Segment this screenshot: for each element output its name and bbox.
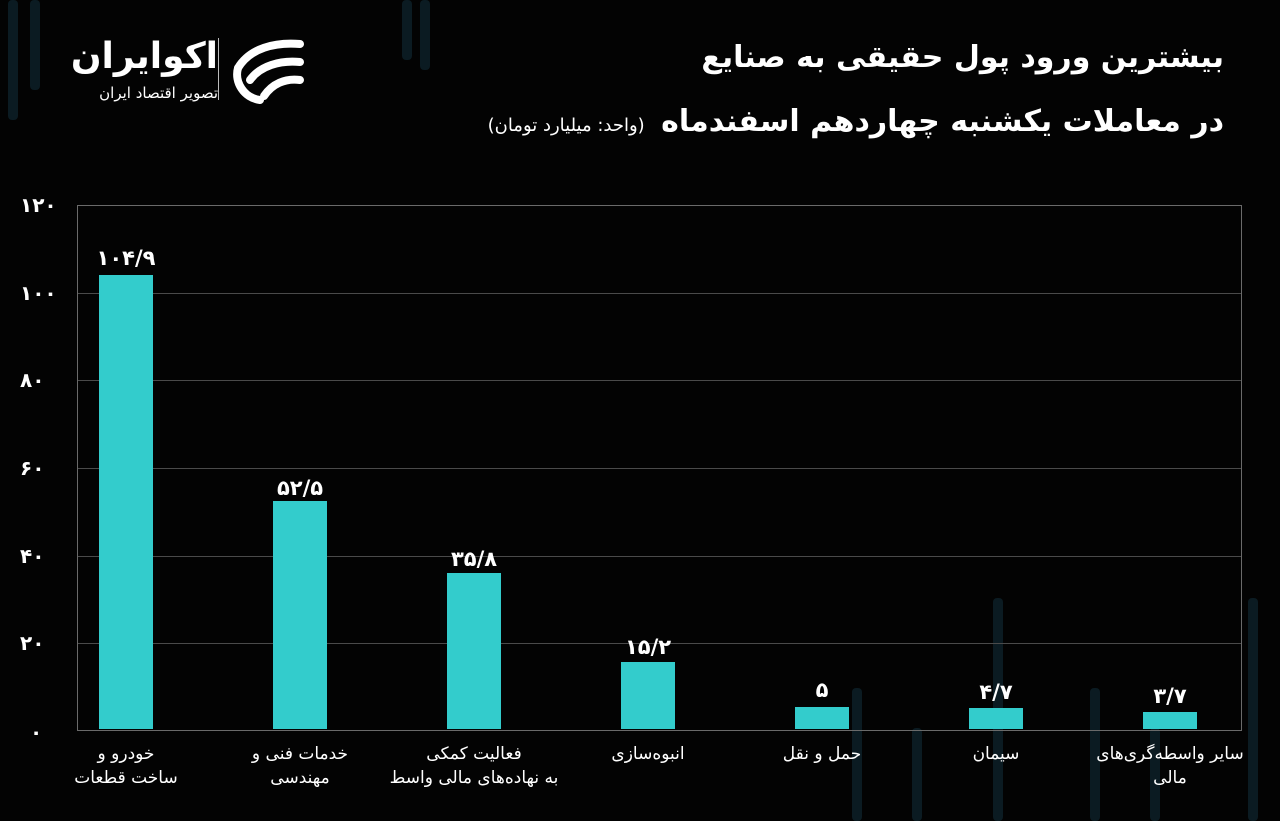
bar — [621, 662, 675, 729]
brand-tagline: تصویر اقتصاد ایران — [99, 84, 218, 102]
chart-subtitle: در معاملات یکشنبه چهاردهم اسفندماه (واحد… — [488, 104, 1224, 139]
bar-value-label: ۱۵/۲ — [624, 635, 672, 659]
y-tick-40: ۴۰ — [20, 544, 45, 568]
bar — [1143, 712, 1197, 729]
brand-logo: اکوایران تصویر اقتصاد ایران — [48, 34, 310, 106]
gridline-80 — [77, 380, 1242, 381]
category-label-4: حمل و نقل — [782, 744, 862, 764]
gridline-40 — [77, 556, 1242, 557]
bar-value-label: ۵ — [815, 678, 829, 702]
category-label-1: خدمات فنی و مهندسی — [251, 744, 349, 788]
bar-value-label: ۴/۷ — [979, 680, 1013, 704]
y-tick-100: ۱۰۰ — [20, 281, 57, 305]
logo-divider — [218, 38, 219, 100]
y-tick-60: ۶۰ — [20, 456, 45, 480]
gridline-20 — [77, 643, 1242, 644]
bar — [795, 707, 849, 729]
brand-mark-icon — [233, 39, 304, 104]
bar — [273, 501, 327, 729]
category-label-3: انبوه‌سازی — [611, 744, 685, 764]
category-label-6: سایر واسطه‌گری‌های مالی — [1096, 744, 1244, 788]
bar-value-label: ۵۲/۵ — [276, 476, 324, 500]
category-label-2: فعالیت کمکی به نهاده‌های مالی واسط — [389, 744, 559, 788]
bar — [447, 573, 501, 729]
bar — [969, 708, 1023, 729]
y-tick-120: ۱۲۰ — [20, 193, 57, 217]
bar — [99, 275, 153, 729]
category-label-0: خودرو و ساخت قطعات — [74, 744, 178, 788]
chart-title: بیشترین ورود پول حقیقی به صنایع — [701, 40, 1224, 75]
plot-area — [77, 205, 1242, 731]
brand-name: اکوایران — [70, 36, 218, 77]
gridline-100 — [77, 293, 1242, 294]
y-tick-20: ۲۰ — [20, 631, 45, 655]
y-tick-80: ۸۰ — [20, 368, 45, 392]
bar-value-label: ۳/۷ — [1153, 684, 1187, 708]
category-label-5: سیمان — [972, 744, 1020, 764]
subtitle-text: در معاملات یکشنبه چهاردهم اسفندماه — [661, 104, 1224, 139]
bar-value-label: ۱۰۴/۹ — [96, 246, 156, 270]
bar-value-label: ۳۵/۸ — [450, 547, 498, 571]
y-tick-0: ۰ — [30, 720, 43, 744]
gridline-60 — [77, 468, 1242, 469]
unit-label: (واحد: میلیارد تومان) — [487, 115, 645, 136]
